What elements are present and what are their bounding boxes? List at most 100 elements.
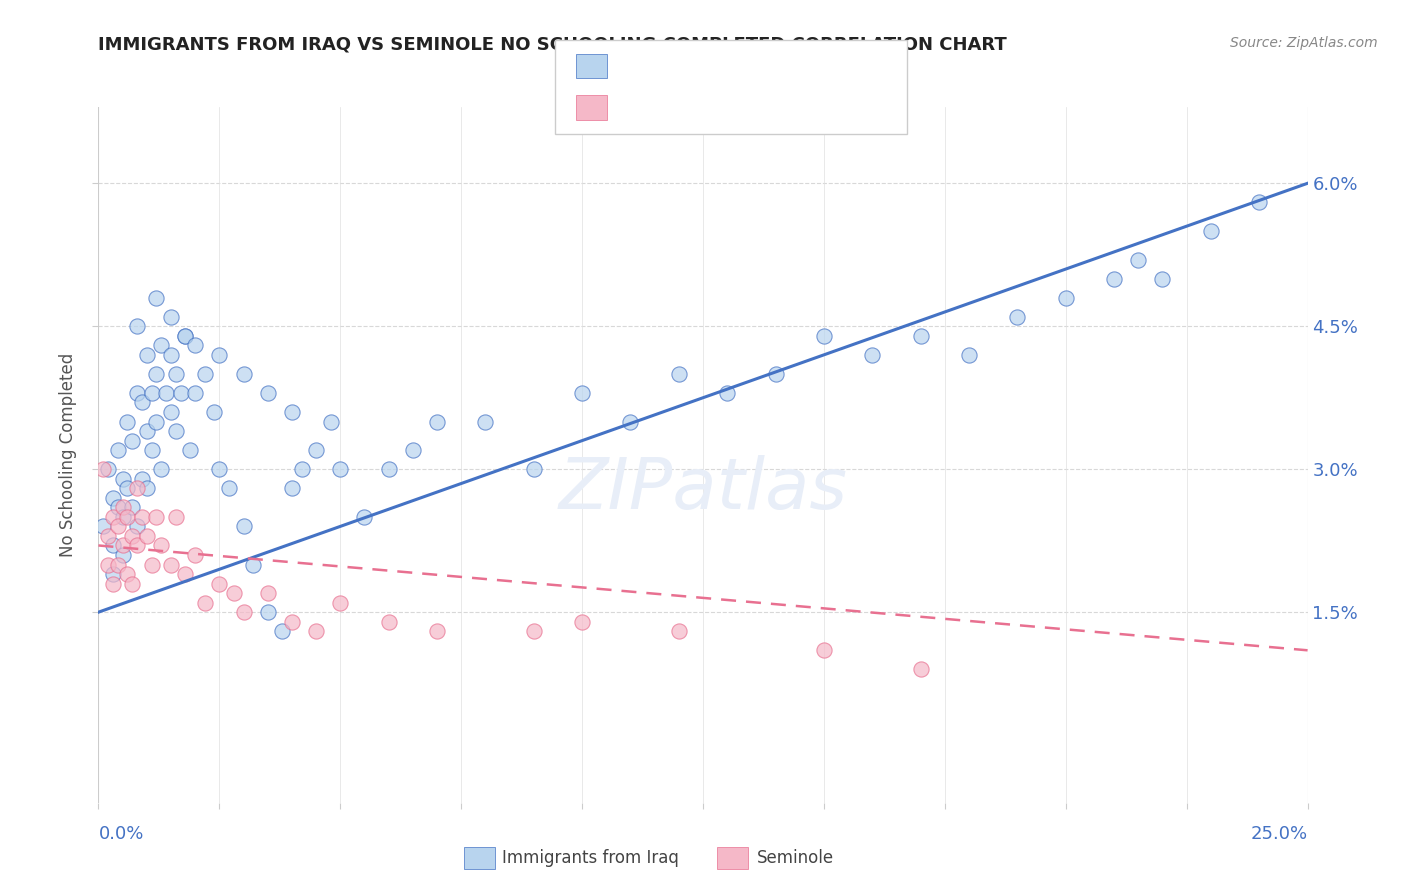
Point [131, 509, 153, 524]
Point [111, 548, 134, 562]
Text: IMMIGRANTS FROM IRAQ VS SEMINOLE NO SCHOOLING COMPLETED CORRELATION CHART: IMMIGRANTS FROM IRAQ VS SEMINOLE NO SCHO… [98, 36, 1007, 54]
Point [91, 519, 114, 533]
Point [571, 615, 593, 629]
Text: ZIPatlas: ZIPatlas [558, 455, 848, 524]
Point [141, 443, 163, 458]
Point [305, 624, 328, 639]
Point [117, 415, 139, 429]
Point [101, 576, 124, 591]
Point [160, 405, 183, 419]
Point [426, 415, 449, 429]
Point [127, 519, 149, 533]
Point [141, 558, 163, 572]
Point [111, 472, 134, 486]
Point [150, 462, 173, 476]
Point [150, 338, 173, 352]
Point [910, 328, 932, 343]
Point [117, 481, 139, 495]
Text: 0.0%: 0.0% [98, 825, 143, 843]
Point [160, 348, 183, 362]
Point [377, 462, 399, 476]
Point [107, 500, 129, 515]
Point [619, 415, 641, 429]
Point [174, 328, 197, 343]
Text: 25.0%: 25.0% [1250, 825, 1308, 843]
Point [571, 386, 593, 401]
Point [111, 500, 134, 515]
Point [121, 529, 143, 543]
Point [127, 386, 149, 401]
Point [131, 472, 153, 486]
Point [208, 576, 231, 591]
Point [131, 395, 153, 409]
Point [145, 509, 167, 524]
Point [174, 567, 197, 582]
Point [232, 605, 254, 619]
Point [305, 443, 328, 458]
Point [910, 662, 932, 676]
Point [101, 491, 124, 505]
Point [145, 291, 167, 305]
Point [127, 481, 149, 495]
Point [281, 481, 304, 495]
Point [1054, 291, 1077, 305]
Point [111, 539, 134, 553]
Text: N =: N = [717, 57, 756, 75]
Point [204, 405, 226, 419]
Point [97, 558, 120, 572]
Point [256, 386, 278, 401]
Point [97, 462, 120, 476]
Point [165, 367, 187, 381]
Point [174, 328, 197, 343]
Point [107, 558, 129, 572]
Point [319, 415, 342, 429]
Point [1152, 271, 1174, 285]
Point [222, 586, 245, 600]
Point [97, 529, 120, 543]
Point [101, 539, 124, 553]
Y-axis label: No Schooling Completed: No Schooling Completed [59, 353, 77, 557]
Point [117, 567, 139, 582]
Point [169, 386, 191, 401]
Point [256, 605, 278, 619]
Point [101, 567, 124, 582]
Text: 0.514: 0.514 [647, 57, 699, 75]
Point [107, 519, 129, 533]
Point [290, 462, 312, 476]
Point [194, 596, 217, 610]
Point [111, 509, 134, 524]
Point [426, 624, 449, 639]
Point [141, 386, 163, 401]
Point [101, 509, 124, 524]
Point [329, 462, 352, 476]
Point [402, 443, 425, 458]
Point [1007, 310, 1029, 324]
Point [91, 462, 114, 476]
Point [957, 348, 980, 362]
Point [668, 624, 690, 639]
Point [121, 576, 143, 591]
Point [232, 519, 254, 533]
Point [127, 319, 149, 334]
Point [160, 310, 183, 324]
Point [208, 462, 231, 476]
Text: Source: ZipAtlas.com: Source: ZipAtlas.com [1230, 36, 1378, 50]
Point [184, 338, 207, 352]
Point [1249, 195, 1271, 210]
Point [145, 367, 167, 381]
Point [353, 509, 375, 524]
Point [160, 558, 183, 572]
Point [127, 539, 149, 553]
Text: N =: N = [717, 99, 756, 117]
Text: R =: R = [616, 99, 655, 117]
Point [377, 615, 399, 629]
Point [242, 558, 264, 572]
Point [121, 500, 143, 515]
Point [668, 367, 690, 381]
Point [232, 367, 254, 381]
Point [184, 386, 207, 401]
Text: Seminole: Seminole [756, 849, 834, 867]
Point [523, 624, 546, 639]
Point [208, 348, 231, 362]
Text: -0.192: -0.192 [647, 99, 704, 117]
